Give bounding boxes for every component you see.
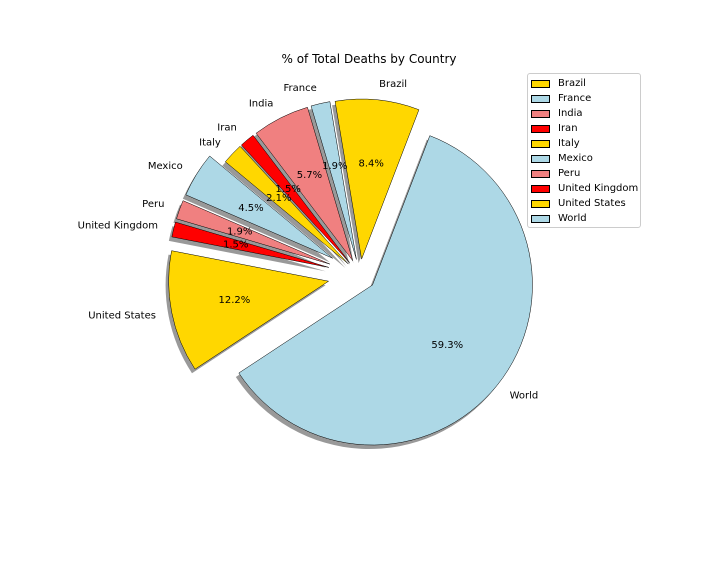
legend-item-india: India <box>528 106 640 121</box>
pie-slice-united-kingdom <box>171 221 330 268</box>
legend-swatch <box>531 169 550 178</box>
slice-label-world: World <box>510 390 539 401</box>
slice-label-iran: Iran <box>217 123 237 134</box>
pie-slice-mexico <box>185 155 333 259</box>
legend-label: Mexico <box>558 153 593 164</box>
legend-item-france: France <box>528 91 640 106</box>
legend-label: Italy <box>558 138 580 149</box>
slice-percent-peru: 1.9% <box>227 226 252 237</box>
pie-slice-world <box>238 135 533 446</box>
legend-label: Peru <box>558 168 581 179</box>
label-layer: Brazil 8.4% France 1.9% India 5.7% Iran 1.5% Ita… <box>78 79 539 401</box>
legend-item-brazil: Brazil <box>528 76 640 91</box>
slice-percent-mexico: 4.5% <box>238 203 263 214</box>
legend-label: World <box>558 213 587 224</box>
legend-swatch <box>531 184 550 193</box>
slice-label-mexico: Mexico <box>148 161 183 172</box>
legend-item-mexico: Mexico <box>528 151 640 166</box>
legend-swatch <box>531 79 550 88</box>
slice-label-united-kingdom: United Kingdom <box>78 221 158 232</box>
legend-swatch <box>531 214 550 223</box>
legend: Brazil France India Iran Italy Mexico Peru Unit… <box>527 73 641 228</box>
legend-swatch <box>531 94 550 103</box>
slice-percent-india: 5.7% <box>297 170 322 181</box>
legend-item-iran: Iran <box>528 121 640 136</box>
chart-title: % of Total Deaths by Country <box>282 52 457 66</box>
legend-label: United Kingdom <box>558 183 639 194</box>
pie-slice-iran <box>241 135 350 263</box>
slice-layer <box>168 98 533 446</box>
pie-slice-india <box>255 107 354 261</box>
slice-label-peru: Peru <box>142 199 164 210</box>
slice-percent-united-kingdom: 1.5% <box>223 240 248 251</box>
legend-label: France <box>558 93 592 104</box>
legend-item-world: World <box>528 211 640 226</box>
slice-percent-italy: 2.1% <box>266 193 291 204</box>
pie-slice-united-states <box>168 250 329 370</box>
slice-label-india: India <box>249 99 274 110</box>
legend-label: India <box>558 108 583 119</box>
slice-percent-france: 1.9% <box>322 161 347 172</box>
slice-label-united-states: United States <box>88 310 156 321</box>
legend-swatch <box>531 124 550 133</box>
slice-percent-united-states: 12.2% <box>219 295 251 306</box>
slice-percent-iran: 1.5% <box>275 184 300 195</box>
legend-swatch <box>531 139 550 148</box>
legend-label: Iran <box>558 123 578 134</box>
slice-percent-brazil: 8.4% <box>358 159 383 170</box>
legend-swatch <box>531 199 550 208</box>
slice-label-brazil: Brazil <box>379 79 407 90</box>
slice-label-italy: Italy <box>199 138 221 149</box>
pie-slice-france <box>310 101 357 260</box>
pie-slice-brazil <box>334 98 420 260</box>
pie-slice-italy <box>225 146 349 265</box>
legend-item-united-kingdom: United Kingdom <box>528 181 640 196</box>
legend-swatch <box>531 154 550 163</box>
legend-label: United States <box>558 198 626 209</box>
slice-label-france: France <box>284 83 317 94</box>
legend-swatch <box>531 109 550 118</box>
slice-percent-world: 59.3% <box>431 340 463 351</box>
legend-item-italy: Italy <box>528 136 640 151</box>
pie-slice-peru <box>176 200 331 265</box>
legend-item-united-states: United States <box>528 196 640 211</box>
legend-label: Brazil <box>558 78 586 89</box>
legend-item-peru: Peru <box>528 166 640 181</box>
